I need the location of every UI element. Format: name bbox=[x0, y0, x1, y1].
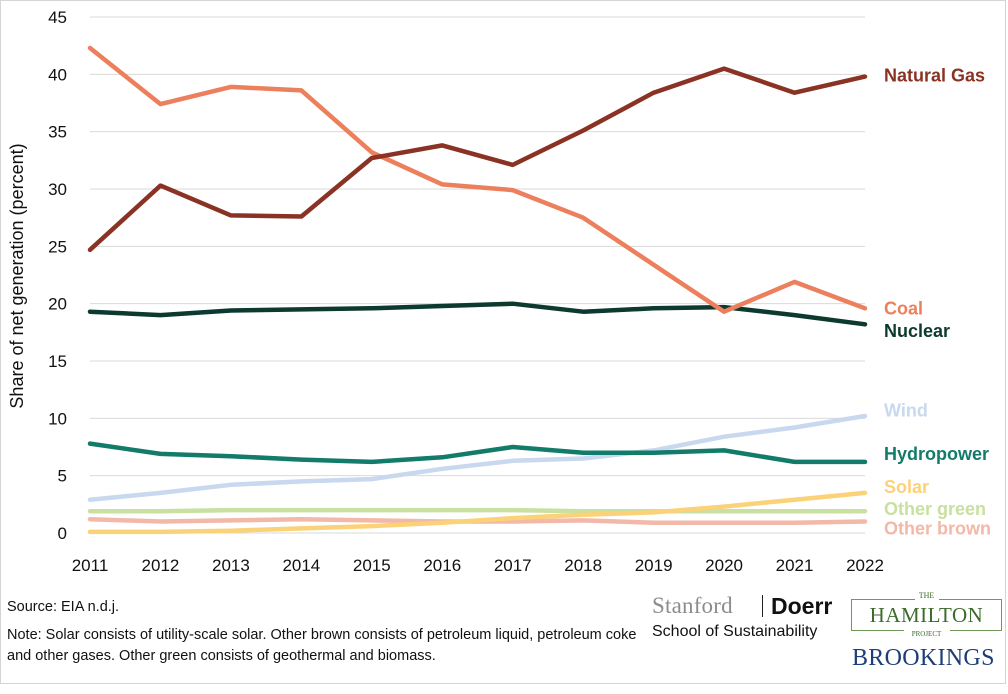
series-line-nuclear bbox=[87, 301, 868, 327]
series-label-solar: Solar bbox=[884, 477, 929, 497]
x-tick-label: 2012 bbox=[142, 556, 180, 575]
y-tick-label: 35 bbox=[48, 123, 67, 142]
series-label-other-green: Other green bbox=[884, 499, 986, 519]
y-tick-label: 0 bbox=[58, 524, 67, 543]
series-label-other-brown: Other brown bbox=[884, 518, 991, 538]
x-tick-label: 2015 bbox=[353, 556, 391, 575]
doerr-logo: Doerr bbox=[771, 593, 833, 619]
series-line-coal bbox=[87, 45, 868, 314]
y-tick-label: 10 bbox=[48, 409, 67, 428]
source-note: Source: EIA n.d.j. bbox=[7, 599, 120, 615]
hamilton-project-word: PROJECT bbox=[903, 630, 950, 638]
y-tick-label: 5 bbox=[58, 467, 67, 486]
x-tick-label: 2014 bbox=[282, 556, 320, 575]
hamilton-project-logo: THE HAMILTON PROJECT bbox=[851, 591, 1002, 638]
x-tick-label: 2011 bbox=[72, 556, 109, 575]
y-axis-label: Share of net generation (percent) bbox=[7, 143, 27, 408]
series-line-natural-gas bbox=[87, 66, 868, 253]
hamilton-main: HAMILTON bbox=[869, 603, 984, 627]
school-name: School of Sustainability bbox=[652, 623, 818, 640]
series-label-wind: Wind bbox=[884, 400, 928, 420]
y-tick-label: 45 bbox=[48, 8, 67, 27]
brookings-logo: BROOKINGS bbox=[852, 645, 995, 671]
y-tick-label: 15 bbox=[48, 352, 67, 371]
series-line-other-green bbox=[87, 507, 868, 514]
y-tick-label: 25 bbox=[48, 237, 67, 256]
x-tick-label: 2016 bbox=[423, 556, 461, 575]
series-label-coal: Coal bbox=[884, 298, 923, 318]
x-tick-label: 2017 bbox=[494, 556, 532, 575]
x-tick-label: 2019 bbox=[635, 556, 673, 575]
y-tick-label: 20 bbox=[48, 295, 67, 314]
series-label-hydropower: Hydropower bbox=[884, 444, 989, 464]
y-tick-label: 40 bbox=[48, 65, 67, 84]
series-lines bbox=[87, 45, 868, 535]
hamilton-the: THE bbox=[914, 591, 939, 600]
series-line-solar bbox=[87, 490, 868, 535]
series-line-wind bbox=[87, 413, 868, 502]
y-tick-label: 30 bbox=[48, 180, 67, 199]
x-tick-label: 2021 bbox=[776, 556, 814, 575]
x-tick-label: 2013 bbox=[212, 556, 250, 575]
note-text: Note: Solar consists of utility-scale so… bbox=[7, 627, 637, 664]
series-labels: Natural Gas Coal Nuclear Wind Hydropower Sola… bbox=[884, 65, 991, 538]
series-line-hydropower bbox=[87, 441, 868, 465]
series-label-nuclear: Nuclear bbox=[884, 321, 950, 341]
y-tick-labels: 0 5 10 15 20 25 30 35 40 45 bbox=[48, 8, 67, 543]
logo-divider bbox=[762, 595, 763, 617]
x-tick-label: 2020 bbox=[705, 556, 743, 575]
series-label-natural-gas: Natural Gas bbox=[884, 65, 985, 85]
stanford-logo: Stanford bbox=[652, 593, 733, 618]
x-tick-label: 2018 bbox=[564, 556, 602, 575]
x-tick-label: 2022 bbox=[846, 556, 884, 575]
x-tick-labels: 2011 2012 2013 2014 2015 2016 2017 2018 2019 2020… bbox=[72, 556, 884, 575]
